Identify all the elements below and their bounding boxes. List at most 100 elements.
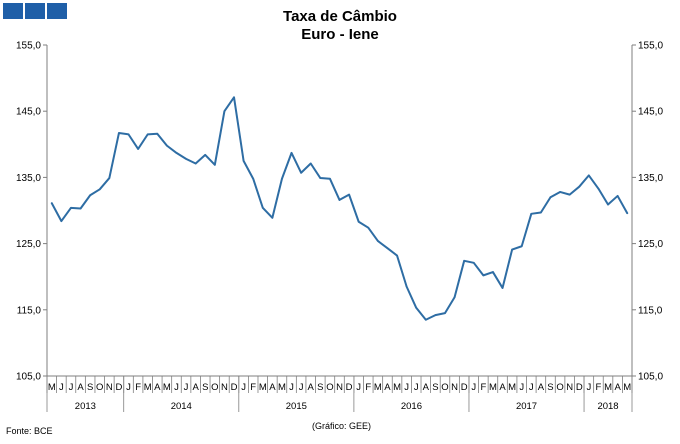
x-month-label: O <box>96 382 103 393</box>
x-month-label: M <box>278 382 286 393</box>
data-point <box>146 133 149 136</box>
x-month-label: J <box>471 382 476 393</box>
data-point <box>540 211 542 214</box>
x-month-label: M <box>604 382 612 393</box>
y-tick-label: 145,0 <box>16 107 41 118</box>
x-month-label: N <box>336 382 343 393</box>
data-point <box>194 162 197 165</box>
data-point <box>98 188 101 191</box>
y-tick-label: 125,0 <box>638 239 663 250</box>
x-month-label: N <box>106 382 113 393</box>
chart-credit: (Gráfico: GEE) <box>312 421 372 431</box>
y-tick-label: 105,0 <box>638 372 663 383</box>
data-point <box>185 158 187 160</box>
x-month-label: S <box>547 382 553 393</box>
x-month-label: A <box>77 382 84 393</box>
x-month-label: D <box>576 382 583 393</box>
x-year-label: 2016 <box>401 401 422 412</box>
x-month-label: J <box>529 382 534 393</box>
data-point <box>472 261 475 264</box>
x-month-label: M <box>393 382 401 393</box>
x-year-label: 2015 <box>286 401 307 412</box>
x-month-label: D <box>461 382 468 393</box>
x-month-label: M <box>489 382 497 393</box>
data-point <box>597 187 600 190</box>
data-point <box>425 318 427 321</box>
data-point <box>261 207 264 209</box>
x-year-label: 2017 <box>516 401 537 412</box>
x-month-label: A <box>384 382 391 393</box>
y-axis-left: 105,0 115,0 125,0 135,0 145,0 155,0 <box>16 41 47 383</box>
data-point <box>348 193 350 196</box>
x-month-label: S <box>317 382 323 393</box>
x-month-label: J <box>184 382 189 393</box>
data-point <box>444 312 446 314</box>
data-point <box>252 177 254 180</box>
plot-area <box>50 96 629 321</box>
data-point <box>89 194 91 197</box>
data-point <box>156 132 159 135</box>
y-tick-label: 125,0 <box>16 239 41 250</box>
x-month-label: M <box>508 382 516 393</box>
x-month-label: A <box>614 382 621 393</box>
chart-axes <box>46 45 633 377</box>
data-point <box>434 314 437 316</box>
x-month-label: O <box>326 382 333 393</box>
x-month-label: A <box>269 382 276 393</box>
x-month-label: J <box>241 382 246 393</box>
data-point <box>607 203 609 206</box>
data-point <box>463 260 465 262</box>
y-tick-label: 135,0 <box>638 173 663 184</box>
x-month-label: M <box>623 382 631 393</box>
data-point <box>377 240 379 242</box>
data-point <box>223 110 226 112</box>
x-month-label: F <box>250 382 256 393</box>
data-point <box>214 164 216 166</box>
gee-logo-icon <box>3 3 67 19</box>
x-month-label: M <box>144 382 152 393</box>
x-month-label: N <box>566 382 573 393</box>
x-month-label: M <box>163 382 171 393</box>
x-month-label: S <box>87 382 93 393</box>
x-month-label: O <box>441 382 448 393</box>
data-point <box>578 185 581 188</box>
data-point <box>70 207 72 209</box>
data-point <box>530 213 533 215</box>
x-month-label: S <box>202 382 208 393</box>
x-month-label: J <box>404 382 409 393</box>
logo-block <box>47 3 67 19</box>
data-point <box>357 220 360 223</box>
x-month-label: J <box>126 382 131 393</box>
y-tick-label: 115,0 <box>17 305 42 316</box>
x-month-label: F <box>135 382 141 393</box>
y-tick-label: 105,0 <box>16 372 41 383</box>
data-point <box>166 144 168 147</box>
x-month-label: F <box>480 382 486 393</box>
x-month-label: S <box>432 382 438 393</box>
x-month-label: M <box>259 382 267 393</box>
data-point <box>204 154 207 156</box>
data-point <box>492 271 494 273</box>
x-month-label: A <box>538 382 545 393</box>
x-month-label: A <box>423 382 430 393</box>
data-point <box>50 202 53 205</box>
x-month-label: D <box>115 382 122 393</box>
x-year-label: 2014 <box>171 401 192 412</box>
chart-subtitle: Euro - Iene <box>301 26 379 43</box>
x-month-label: A <box>154 382 161 393</box>
x-month-label: M <box>48 382 56 393</box>
data-point <box>338 199 341 201</box>
data-point <box>501 287 504 289</box>
data-point <box>233 96 235 99</box>
x-month-label: J <box>519 382 524 393</box>
x-month-label: J <box>69 382 74 393</box>
x-month-label: A <box>499 382 506 393</box>
x-month-label: F <box>365 382 371 393</box>
data-point <box>108 177 111 179</box>
logo-block <box>3 3 23 19</box>
x-month-label: N <box>221 382 228 393</box>
x-month-label: D <box>231 382 238 393</box>
x-month-label: A <box>192 382 199 393</box>
data-point <box>79 207 82 210</box>
